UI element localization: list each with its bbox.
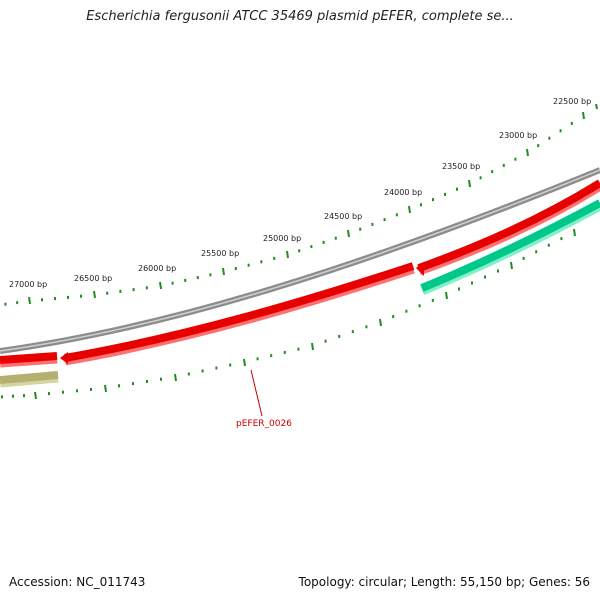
ruler-label: 24000 bp — [384, 188, 422, 197]
map-title: Escherichia fergusonii ATCC 35469 plasmi… — [86, 9, 514, 24]
ruler-label: 25500 bp — [201, 249, 239, 258]
accession-label: Accession: NC_011743 — [9, 575, 146, 589]
ruler-label: 25000 bp — [263, 234, 301, 243]
ruler-label: 22500 bp — [553, 97, 591, 106]
ruler-label: 24500 bp — [324, 212, 362, 221]
ruler-major-tick — [286, 250, 289, 259]
inner-ruler-major-tick — [573, 228, 576, 237]
inner-ruler-major-tick — [243, 358, 246, 367]
inner-ruler-major-tick — [311, 342, 314, 351]
ruler-label: 23500 bp — [442, 162, 480, 171]
ruler-major-tick — [159, 281, 162, 290]
ruler-labels: 22500 bp 23000 bp 23500 bp 24000 bp 24500 bp… — [9, 97, 591, 289]
gene-reverse[interactable] — [419, 199, 600, 296]
ruler-minor-tick — [595, 103, 598, 110]
summary-label: Topology: circular; Length: 55,150 bp; G… — [298, 575, 590, 589]
inner-ruler-major-tick — [445, 291, 448, 300]
ruler-major-tick — [222, 267, 225, 276]
ruler-major-tick — [582, 111, 585, 120]
plasmid-backbone — [0, 167, 600, 354]
ruler-major-tick — [28, 296, 31, 305]
gene-other[interactable] — [0, 371, 59, 388]
gene-pEFER_0026[interactable] — [60, 262, 415, 366]
ruler-major-tick — [347, 229, 350, 238]
ruler-label: 23000 bp — [499, 131, 537, 140]
inner-ruler — [1, 228, 576, 400]
gene-forward-left[interactable] — [0, 352, 58, 368]
ruler-label: 27000 bp — [9, 280, 47, 289]
inner-ruler-major-tick — [510, 261, 513, 270]
ruler-label: 26000 bp — [138, 264, 176, 273]
gene-label-pEFER_0026: pEFER_0026 — [236, 419, 292, 429]
ruler-major-tick — [468, 179, 471, 188]
inner-ruler-major-tick — [34, 391, 37, 400]
gene-forward-right[interactable] — [416, 179, 600, 276]
inner-ruler-major-tick — [174, 373, 177, 382]
ruler-major-tick — [408, 205, 411, 214]
gene-label-leader — [250, 369, 263, 417]
ruler-major-tick — [93, 290, 96, 299]
plasmid-backbone-highlight — [0, 169, 600, 352]
ruler-label: 26500 bp — [74, 274, 112, 283]
inner-ruler-major-tick — [104, 384, 107, 393]
inner-ruler-major-tick — [379, 318, 382, 327]
ruler-ticks — [4, 103, 598, 306]
ruler-major-tick — [526, 148, 529, 157]
